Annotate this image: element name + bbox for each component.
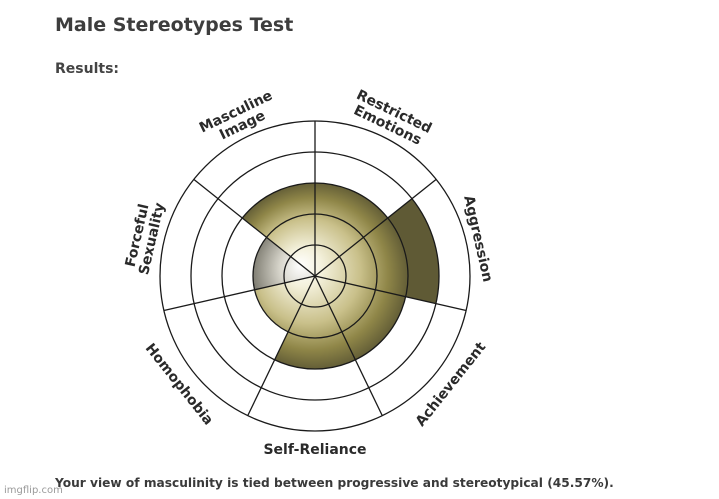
results-label: Results: [55,61,119,77]
grid-spoke-4 [314,275,383,416]
category-label-achievement: Achievement [413,339,490,430]
category-label-line: Self-Reliance [263,442,366,458]
wedge-masculine-image [242,183,315,276]
grid-spoke-3 [314,275,467,312]
grid-layer [159,120,471,432]
wedge-forceful-sexuality [253,237,315,290]
wedge-layer [242,183,439,369]
grid-spoke-5 [247,275,316,416]
result-summary: Your view of masculinity is tied between… [55,476,614,490]
grid-spoke-2 [314,178,437,277]
watermark: imgflip.com [4,485,63,496]
wedge-self-reliance [274,276,356,369]
grid-spoke-7 [193,178,316,277]
category-label-line: Achievement [413,339,490,430]
category-label-self-reliance: Self-Reliance [263,442,366,458]
wedge-restricted-emotions [315,183,388,276]
page-title: Male Stereotypes Test [55,14,294,36]
grid-spoke-6 [163,275,316,312]
